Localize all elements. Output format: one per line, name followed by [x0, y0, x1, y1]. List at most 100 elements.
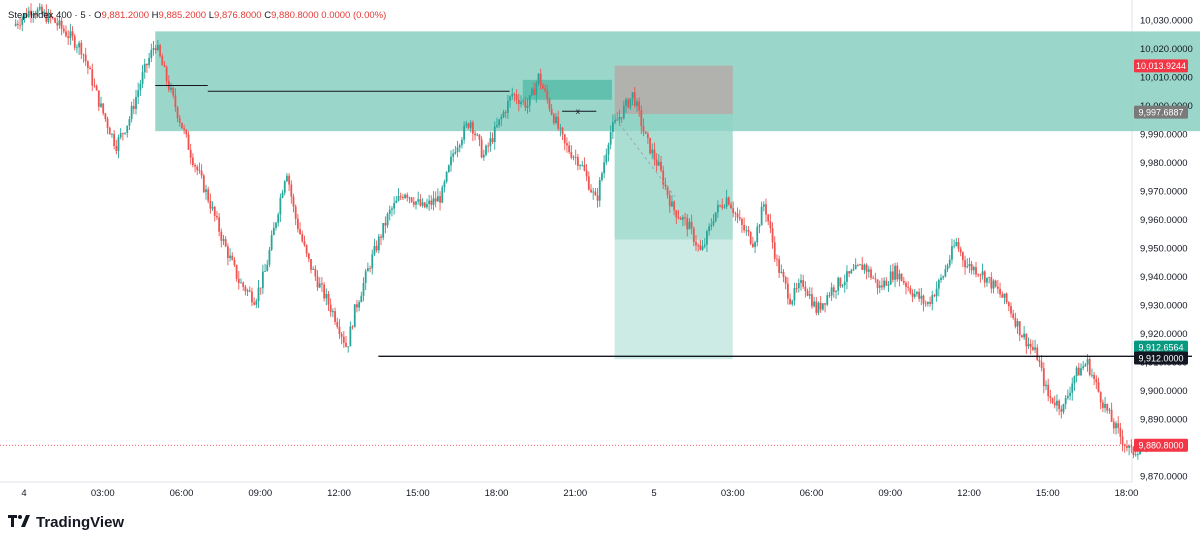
candle-body [430, 200, 433, 205]
x-tick-label: 03:00 [91, 488, 115, 499]
candle-body [870, 269, 872, 278]
candle-body [364, 271, 367, 283]
symbol-label[interactable]: Step Index 400 · 5 · [8, 10, 92, 21]
candle-body [786, 283, 789, 299]
candle-body [1031, 346, 1034, 350]
candle-body [338, 326, 341, 334]
x-tick-label: 09:00 [878, 488, 902, 499]
brand[interactable]: TradingView [8, 514, 124, 531]
candle-body [45, 11, 48, 22]
candle-body [467, 123, 470, 128]
candle-body [1071, 383, 1074, 393]
candle-body [277, 214, 280, 223]
candle-body [1121, 436, 1124, 445]
candle-body [710, 224, 713, 227]
candle-body [1066, 395, 1069, 398]
candle-body [1132, 446, 1135, 455]
candle-body [907, 287, 910, 288]
candle-body [91, 69, 94, 86]
candle-body [850, 270, 853, 274]
candle-body [126, 125, 129, 133]
candle-body [386, 213, 389, 226]
candle-body [14, 23, 17, 26]
candle-body [121, 133, 124, 135]
candle-body [811, 294, 813, 307]
candle-body [561, 127, 564, 135]
candle-body [872, 277, 875, 279]
candle-body [660, 161, 662, 171]
candle-body [209, 200, 212, 209]
candle-body [684, 217, 686, 219]
candle-body [384, 223, 387, 226]
candle-body [1042, 368, 1045, 387]
candle-body [638, 101, 641, 111]
candle-body [111, 133, 113, 135]
candle-body [485, 145, 487, 155]
candle-body [828, 295, 831, 297]
candle-body [806, 291, 809, 296]
price-axis[interactable]: 10,030.000010,020.000010,010.000010,000.… [1140, 16, 1193, 483]
candle-body [93, 85, 96, 87]
candle-body [480, 139, 483, 158]
candle-body [231, 255, 234, 260]
candle-body [458, 145, 461, 148]
candle-body [491, 138, 494, 143]
y-tick-label: 9,970.0000 [1140, 187, 1188, 198]
drawing-zones[interactable] [155, 31, 1200, 360]
y-tick-label: 10,030.0000 [1140, 16, 1193, 27]
candle-body [942, 276, 945, 278]
candle-body [824, 303, 826, 305]
candle-body [605, 154, 608, 163]
candle-body [902, 281, 905, 283]
candle-body [395, 200, 398, 203]
candle-body [797, 283, 800, 289]
candle-body [579, 165, 581, 167]
candle-body [1060, 408, 1063, 412]
candle-body [839, 277, 842, 287]
candle-body [191, 157, 194, 166]
candle-body [307, 253, 310, 259]
candle-body [373, 245, 376, 255]
candle-body [198, 170, 201, 172]
candle-body [548, 99, 551, 109]
candle-body [504, 112, 507, 114]
candle-body [369, 268, 371, 269]
time-axis[interactable]: 4 03:00 06:00 09:00 12:00 15:00 18:00 21:00 5 03:… [21, 488, 1138, 499]
candle-body [347, 346, 350, 348]
candle-body [620, 117, 623, 119]
x-tick-label: 15:00 [1036, 488, 1060, 499]
candle-body [189, 149, 192, 158]
candle-body [854, 265, 857, 270]
candle-body [261, 271, 264, 289]
candle-body [795, 287, 798, 289]
candle-body [968, 263, 971, 267]
candle-body [863, 264, 866, 270]
candle-body [736, 213, 739, 218]
candle-body [163, 65, 166, 67]
candle-body [139, 83, 142, 91]
candle-body [996, 286, 999, 289]
candle-body [929, 301, 931, 304]
candle-body [377, 236, 380, 251]
candle-body [84, 54, 87, 62]
candle-body [819, 302, 822, 310]
candle-body [657, 161, 660, 166]
brand-name: TradingView [36, 514, 125, 531]
candle-body [570, 152, 573, 158]
candle-body [1018, 321, 1021, 336]
candle-body [800, 280, 802, 284]
candle-body [259, 287, 262, 289]
candle-body [835, 290, 837, 292]
candle-body [791, 300, 794, 305]
candle-body [498, 119, 501, 126]
horizontal-levels[interactable]: x [0, 85, 1192, 446]
candle-body [948, 259, 951, 266]
candle-body [342, 336, 345, 343]
candle-body [321, 283, 323, 285]
candle-body [883, 280, 886, 288]
candle-body [233, 259, 236, 266]
candle-body [73, 36, 76, 48]
candle-body [966, 266, 969, 268]
candle-body [421, 202, 424, 206]
